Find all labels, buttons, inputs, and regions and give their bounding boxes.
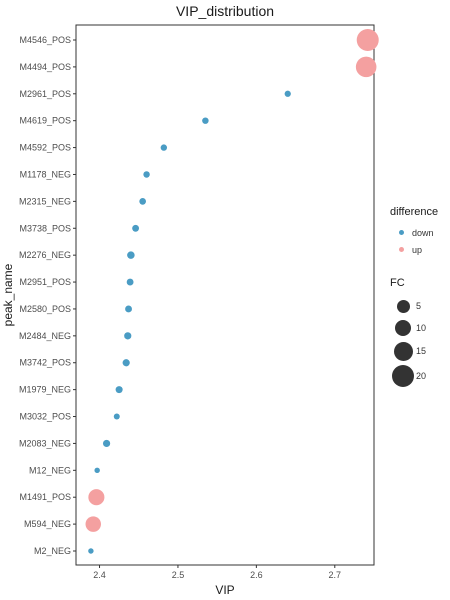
- legend-size-label-20: 20: [416, 371, 427, 381]
- data-point-m3738-pos: [132, 224, 140, 232]
- data-point-m1979-neg: [115, 386, 123, 394]
- data-point-m2276-neg: [127, 251, 135, 259]
- y-axis-title: peak_name: [1, 263, 15, 326]
- legend-size-item-15: 15: [390, 339, 450, 363]
- data-point-m4494-pos: [355, 56, 377, 78]
- data-point-m4592-pos: [160, 144, 168, 151]
- x-axis-title: VIP: [215, 583, 234, 597]
- legend-item-down: down: [390, 224, 450, 241]
- y-tick-label: M2961_POS: [19, 89, 71, 99]
- legend-size-dot-5: [396, 299, 410, 313]
- data-point-m2484-neg: [124, 332, 132, 340]
- y-tick-label: M2580_POS: [19, 304, 71, 314]
- y-tick-label: M3738_POS: [19, 223, 71, 233]
- data-point-m2083-neg: [102, 439, 111, 448]
- data-point-m1491-pos: [88, 489, 105, 506]
- legend-size-dot-10: [395, 320, 411, 336]
- legend: difference down up FC 5 10 15 20: [390, 206, 450, 389]
- y-tick-label: M1979_NEG: [19, 385, 71, 395]
- y-tick-label: M594_NEG: [24, 519, 71, 529]
- legend-up-swatch: [398, 247, 404, 252]
- x-tick-label: 2.6: [250, 570, 263, 580]
- legend-size-item-20: 20: [390, 363, 450, 389]
- legend-size-item-5: 5: [390, 295, 450, 317]
- data-point-m2-neg: [88, 548, 94, 554]
- y-tick-label: M4494_POS: [19, 62, 71, 72]
- x-tick-label: 2.7: [329, 570, 342, 580]
- legend-size-label-10: 10: [416, 323, 427, 333]
- data-point-m2951-pos: [126, 278, 134, 286]
- y-tick-label: M2083_NEG: [19, 438, 71, 448]
- y-tick-label: M3032_POS: [19, 412, 71, 422]
- data-point-m3032-pos: [113, 413, 120, 420]
- y-tick-label: M4546_POS: [19, 35, 71, 45]
- data-point-m4546-pos: [356, 28, 379, 52]
- data-point-m12-neg: [94, 467, 100, 474]
- legend-item-up: up: [390, 241, 450, 258]
- data-point-m2315-neg: [139, 198, 146, 205]
- data-point-m594-neg: [85, 516, 101, 532]
- legend-size-label-15: 15: [416, 346, 427, 356]
- legend-down-swatch: [398, 230, 404, 235]
- data-point-m3742-pos: [122, 359, 130, 367]
- legend-size-dot-20: [392, 365, 414, 387]
- data-point-m2961-pos: [284, 90, 291, 97]
- y-tick-label: M12_NEG: [29, 465, 71, 475]
- x-tick-label: 2.5: [172, 570, 185, 580]
- y-tick-label: M2315_NEG: [19, 196, 71, 206]
- plot-panel: [75, 24, 375, 566]
- legend-color-title: difference: [390, 206, 439, 218]
- y-tick-label: M2484_NEG: [19, 331, 71, 341]
- x-tick-label: 2.4: [93, 570, 106, 580]
- data-point-m2580-pos: [125, 305, 132, 313]
- y-tick-label: M2951_POS: [19, 277, 71, 287]
- data-point-m4619-pos: [202, 117, 209, 124]
- data-point-m1178-neg: [143, 171, 150, 178]
- y-tick-label: M1178_NEG: [20, 169, 71, 179]
- y-tick-label: M2276_NEG: [19, 250, 71, 260]
- y-tick-label: M1491_POS: [19, 492, 71, 502]
- legend-up-label: up: [412, 244, 423, 255]
- chart-title: VIP_distribution: [175, 3, 275, 19]
- y-tick-label: M4619_POS: [19, 116, 71, 126]
- legend-size-title: FC: [390, 277, 405, 289]
- y-tick-label: M2_NEG: [34, 546, 71, 556]
- legend-size-label-5: 5: [416, 301, 422, 311]
- legend-size-item-10: 10: [390, 317, 450, 339]
- y-tick-label: M3742_POS: [19, 358, 71, 368]
- legend-down-label: down: [412, 227, 434, 238]
- y-tick-label: M4592_POS: [19, 143, 71, 153]
- legend-size-dot-15: [393, 341, 413, 361]
